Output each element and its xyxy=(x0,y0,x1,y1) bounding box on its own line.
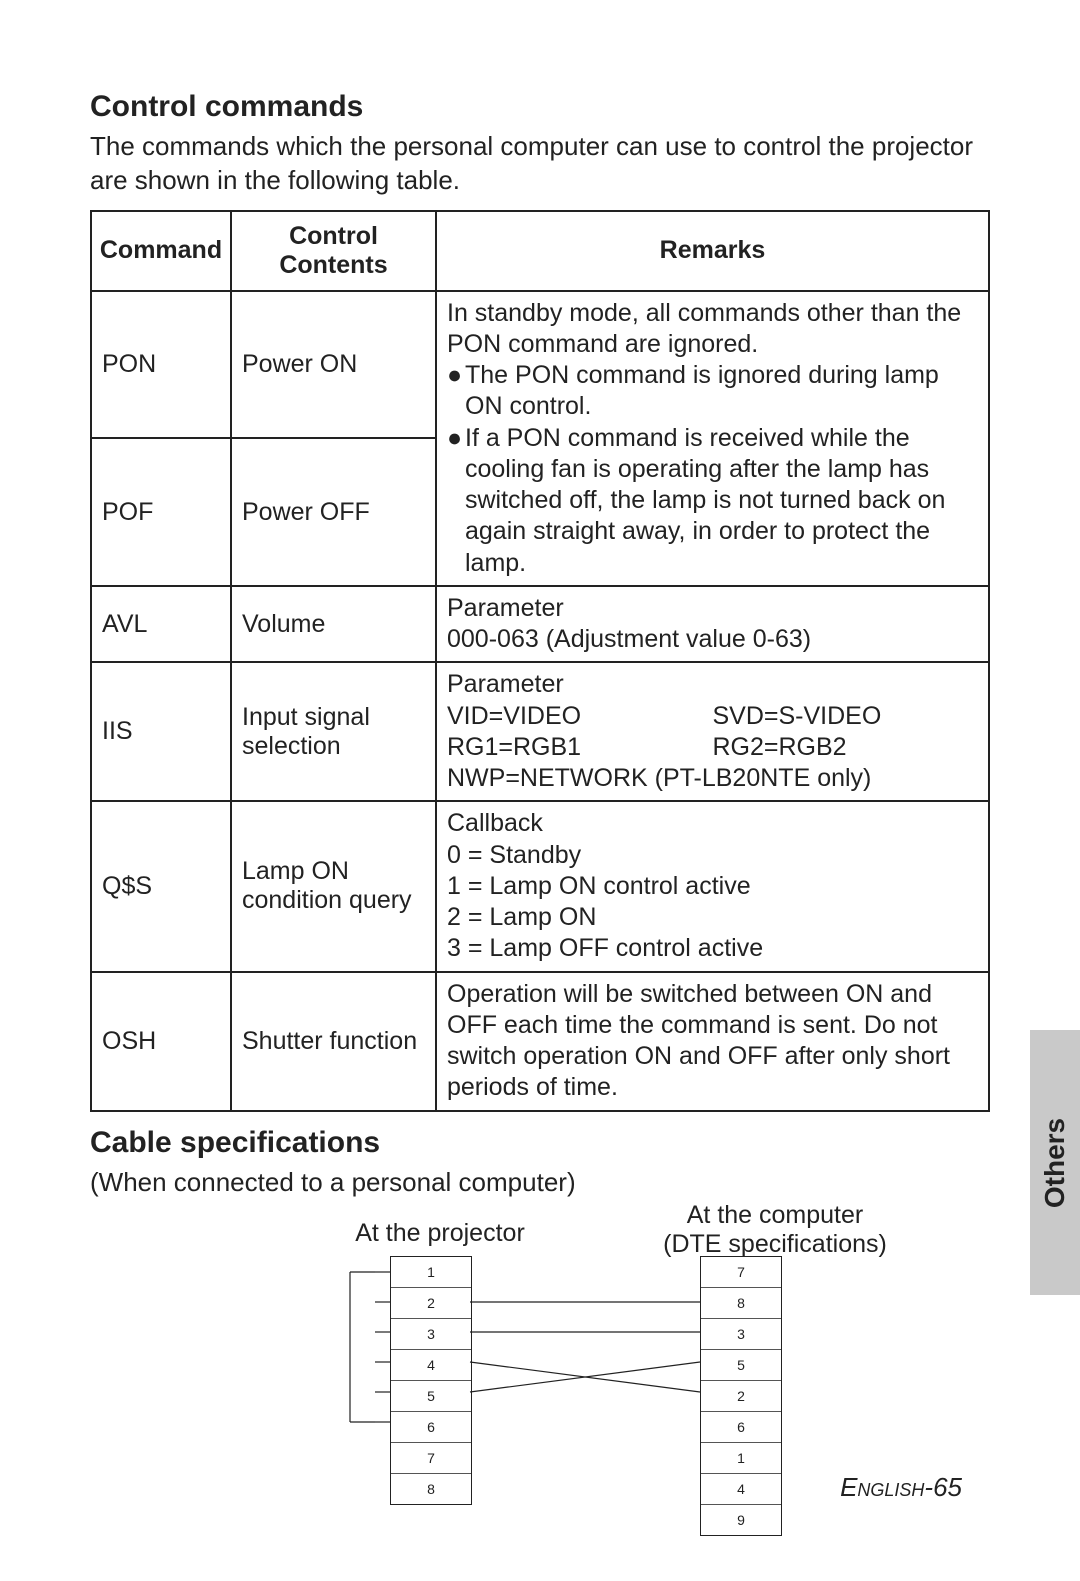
qss-r4: 2 = Lamp ON xyxy=(447,902,978,933)
commands-table: Command Control Contents Remarks PON Pow… xyxy=(90,210,990,1112)
cable-section: Cable specifications (When connected to … xyxy=(90,1126,990,1581)
iis-g11: VID=VIDEO xyxy=(447,701,713,732)
cmd-pon: PON xyxy=(91,291,231,439)
table-row: IIS Input signal selection Parameter VID… xyxy=(91,662,989,801)
section2-title: Cable specifications xyxy=(90,1126,990,1160)
avl-r1: Parameter xyxy=(447,593,978,624)
iis-r1: Parameter xyxy=(447,669,978,700)
footer-page: -65 xyxy=(924,1472,962,1502)
table-header-row: Command Control Contents Remarks xyxy=(91,211,989,291)
table-row: Q$S Lamp ON condition query Callback 0 =… xyxy=(91,801,989,971)
iis-g12: SVD=S-VIDEO xyxy=(713,701,979,732)
iis-g3: NWP=NETWORK (PT-LB20NTE only) xyxy=(447,763,978,794)
remarks-avl: Parameter 000-063 (Adjustment value 0-63… xyxy=(436,586,989,663)
ctrl-qss: Lamp ON condition query xyxy=(231,801,436,971)
pon-bullet2a: If a PON command is received while the xyxy=(465,424,910,452)
remarks-pon-pof: In standby mode, all commands other than… xyxy=(436,291,989,586)
iis-g22: RG2=RGB2 xyxy=(713,732,979,763)
qss-r2: 0 = Standby xyxy=(447,840,978,871)
section2-sub: (When connected to a personal computer) xyxy=(90,1166,990,1200)
table-row: PON Power ON In standby mode, all comman… xyxy=(91,291,989,439)
ctrl-pof: Power OFF xyxy=(231,438,436,586)
remarks-iis: Parameter VID=VIDEO SVD=S-VIDEO RG1=RGB1… xyxy=(436,662,989,801)
cmd-pof: POF xyxy=(91,438,231,586)
page-footer: English-65 xyxy=(840,1472,962,1503)
ctrl-avl: Volume xyxy=(231,586,436,663)
avl-r2: 000-063 (Adjustment value 0-63) xyxy=(447,624,978,655)
ctrl-iis: Input signal selection xyxy=(231,662,436,801)
side-tab-label: Others xyxy=(1039,1117,1071,1207)
th-remarks: Remarks xyxy=(436,211,989,291)
side-tab-others: Others xyxy=(1030,1030,1080,1295)
ctrl-pon: Power ON xyxy=(231,291,436,439)
remarks-qss: Callback 0 = Standby 1 = Lamp ON control… xyxy=(436,801,989,971)
pon-remark-line: In standby mode, all commands other than… xyxy=(447,298,978,361)
cmd-osh: OSH xyxy=(91,972,231,1111)
section1-intro: The commands which the personal computer… xyxy=(90,130,990,198)
qss-r3: 1 = Lamp ON control active xyxy=(447,871,978,902)
table-row: OSH Shutter function Operation will be s… xyxy=(91,972,989,1111)
table-row: AVL Volume Parameter 000-063 (Adjustment… xyxy=(91,586,989,663)
cmd-iis: IIS xyxy=(91,662,231,801)
th-command: Command xyxy=(91,211,231,291)
qss-r5: 3 = Lamp OFF control active xyxy=(447,933,978,964)
th-control: Control Contents xyxy=(231,211,436,291)
bullet-icon: ● xyxy=(447,423,465,579)
footer-lang: English xyxy=(840,1472,924,1502)
iis-g21: RG1=RGB1 xyxy=(447,732,713,763)
pon-bullet1: The PON command is ignored during lamp O… xyxy=(465,360,978,423)
section1-title: Control commands xyxy=(90,90,990,124)
cmd-avl: AVL xyxy=(91,586,231,663)
cable-diagram: At the projector At the computer (DTE sp… xyxy=(90,1201,990,1581)
cmd-qss: Q$S xyxy=(91,801,231,971)
wires-svg xyxy=(90,1201,990,1581)
qss-r1: Callback xyxy=(447,808,978,839)
ctrl-osh: Shutter function xyxy=(231,972,436,1111)
bullet-icon: ● xyxy=(447,360,465,423)
pof-bullet2b: cooling fan is operating after the lamp … xyxy=(465,455,945,577)
remarks-osh: Operation will be switched between ON an… xyxy=(436,972,989,1111)
